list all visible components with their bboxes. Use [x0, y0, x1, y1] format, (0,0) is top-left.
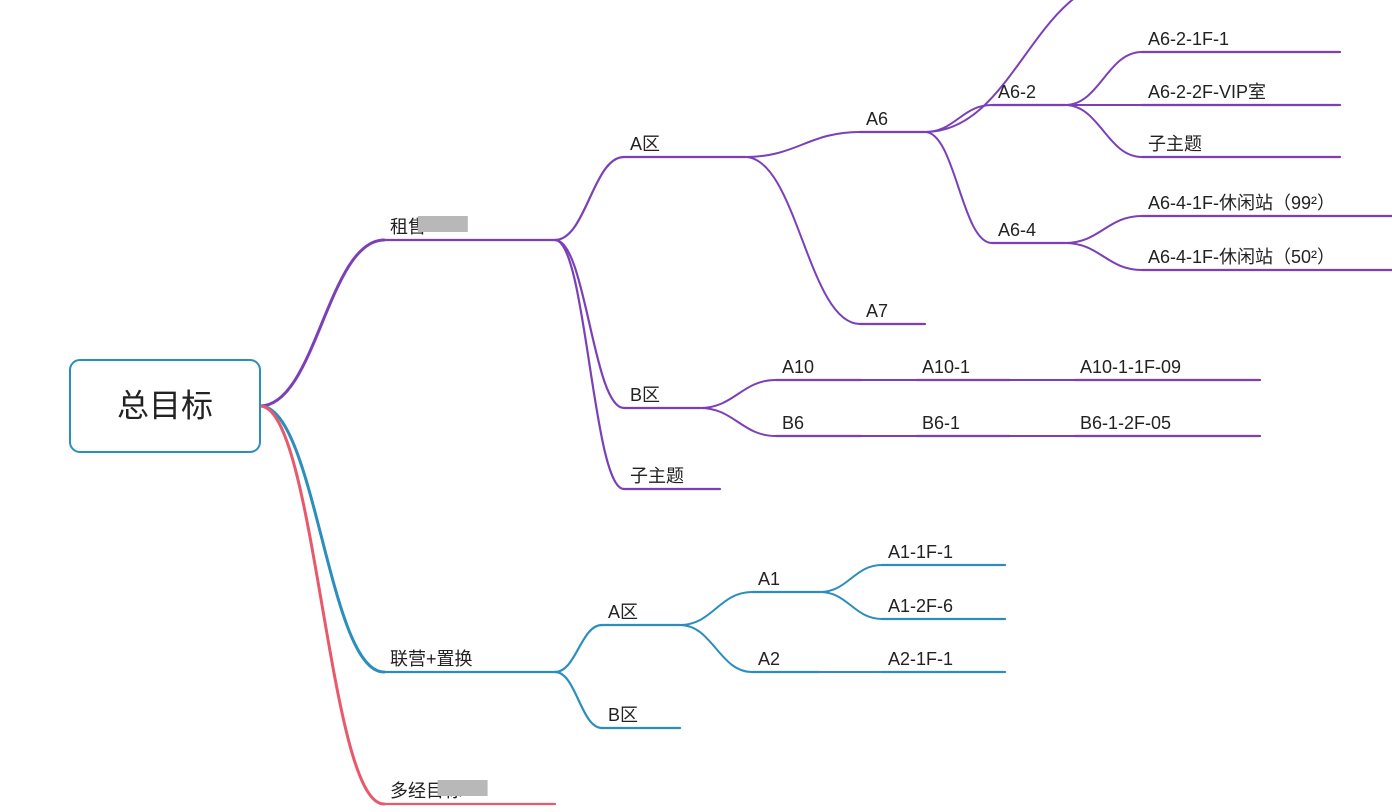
node-label-a7: A7 [866, 301, 888, 321]
edge-a6-4-a6-4-1 [1065, 216, 1142, 243]
node-a1-1[interactable]: A1-1F-1 [882, 542, 1005, 565]
edge-aqu1-a6 [745, 132, 860, 157]
edge-bqu1-a10 [700, 380, 776, 408]
edge-a6-a6-2 [925, 105, 992, 132]
node-aqu2[interactable]: A区 [602, 602, 680, 625]
edge-root-zushou [260, 240, 384, 406]
node-label-bqu1: B区 [630, 385, 660, 405]
node-a6-4-1[interactable]: A6-4-1F-休闲站（99²） [1142, 193, 1392, 216]
edge-a6-2-a6-2-3 [1065, 105, 1142, 157]
redacted-block [438, 780, 488, 796]
node-a6-2-1[interactable]: A6-2-1F-1 [1142, 29, 1340, 52]
edge-a6-2-a6-2-1 [1065, 52, 1142, 105]
edge-bqu1-b6 [700, 408, 776, 436]
edges-layer [260, 0, 1142, 804]
node-label-a1: A1 [758, 569, 780, 589]
node-label-a6-2-2: A6-2-2F-VIP室 [1148, 82, 1266, 102]
node-b6[interactable]: B6 [776, 413, 862, 436]
edge-aqu2-a1 [680, 592, 752, 625]
edge-a1-a1-1 [820, 565, 882, 592]
node-label-a10-1: A10-1 [922, 357, 970, 377]
node-bqu1[interactable]: B区 [624, 385, 700, 408]
edge-ly-aqu2 [555, 625, 602, 672]
edge-ly-bqu2 [555, 672, 602, 728]
node-a10-1-1[interactable]: A10-1-1F-09 [1074, 357, 1260, 380]
node-zushou[interactable]: 租售 [384, 216, 555, 240]
node-label-a6-2-1: A6-2-1F-1 [1148, 29, 1229, 49]
node-label-a1-1: A1-1F-1 [888, 542, 953, 562]
node-a10-1[interactable]: A10-1 [916, 357, 1010, 380]
node-bqu2[interactable]: B区 [602, 705, 680, 728]
node-a6-2-2[interactable]: A6-2-2F-VIP室 [1142, 82, 1340, 105]
node-label-a1-2: A1-2F-6 [888, 596, 953, 616]
node-label-a6-4-1: A6-4-1F-休闲站（99²） [1148, 193, 1335, 213]
node-a6-4[interactable]: A6-4 [992, 220, 1065, 243]
node-label-a6-4: A6-4 [998, 220, 1036, 240]
node-label-a6-4-2: A6-4-1F-休闲站（50²） [1148, 247, 1335, 267]
node-label-a6: A6 [866, 109, 888, 129]
node-label-a2-1: A2-1F-1 [888, 649, 953, 669]
edge-a6-a6-4 [925, 132, 992, 243]
root-node[interactable]: 总目标 [70, 360, 260, 452]
node-a7[interactable]: A7 [860, 301, 925, 324]
edge-aqu1-a7 [745, 157, 860, 324]
node-label-a6-2-3: 子主题 [1148, 134, 1202, 154]
redacted-block [418, 216, 468, 232]
node-b6-1-2[interactable]: B6-1-2F-05 [1074, 413, 1260, 436]
root-label: 总目标 [117, 387, 213, 423]
node-aqu1[interactable]: A区 [624, 134, 745, 157]
edge-aqu2-a2 [680, 625, 752, 672]
node-dj[interactable]: 多经目标 [384, 780, 555, 804]
node-b6-1[interactable]: B6-1 [916, 413, 1010, 436]
node-a6-2[interactable]: A6-2 [992, 82, 1065, 105]
edge-zushou-aqu1 [555, 157, 624, 240]
node-a2[interactable]: A2 [752, 649, 820, 672]
node-a6[interactable]: A6 [860, 109, 925, 132]
node-a2-1[interactable]: A2-1F-1 [882, 649, 1005, 672]
edge-root-dj [260, 406, 384, 804]
edge-a6-topcut [925, 0, 1124, 132]
node-label-aqu2: A区 [608, 602, 638, 622]
node-label-a10: A10 [782, 357, 814, 377]
edge-zushou-sub1 [555, 240, 624, 489]
node-a1[interactable]: A1 [752, 569, 820, 592]
node-label-a10-1-1: A10-1-1F-09 [1080, 357, 1181, 377]
node-label-b6-1-2: B6-1-2F-05 [1080, 413, 1171, 433]
node-a6-4-2[interactable]: A6-4-1F-休闲站（50²） [1142, 247, 1392, 270]
node-sub1[interactable]: 子主题 [624, 466, 720, 489]
node-label-a2: A2 [758, 649, 780, 669]
node-label-aqu1: A区 [630, 134, 660, 154]
node-label-b6: B6 [782, 413, 804, 433]
node-label-ly: 联营+置换 [390, 649, 473, 669]
node-label-a6-2: A6-2 [998, 82, 1036, 102]
edge-a6-4-a6-4-2 [1065, 243, 1142, 270]
edge-a1-a1-2 [820, 592, 882, 619]
node-label-sub1: 子主题 [630, 466, 684, 486]
edge-zushou-bqu1 [555, 240, 624, 408]
node-label-b6-1: B6-1 [922, 413, 960, 433]
mindmap-canvas: 总目标租售A区A6A6-2A6-2-1F-1A6-2-2F-VIP室子主题A6-… [0, 0, 1392, 812]
node-label-bqu2: B区 [608, 705, 638, 725]
node-a10[interactable]: A10 [776, 357, 862, 380]
edge-root-ly [260, 406, 384, 672]
node-a1-2[interactable]: A1-2F-6 [882, 596, 1005, 619]
node-a6-2-3[interactable]: 子主题 [1142, 134, 1340, 157]
node-ly[interactable]: 联营+置换 [384, 649, 555, 672]
